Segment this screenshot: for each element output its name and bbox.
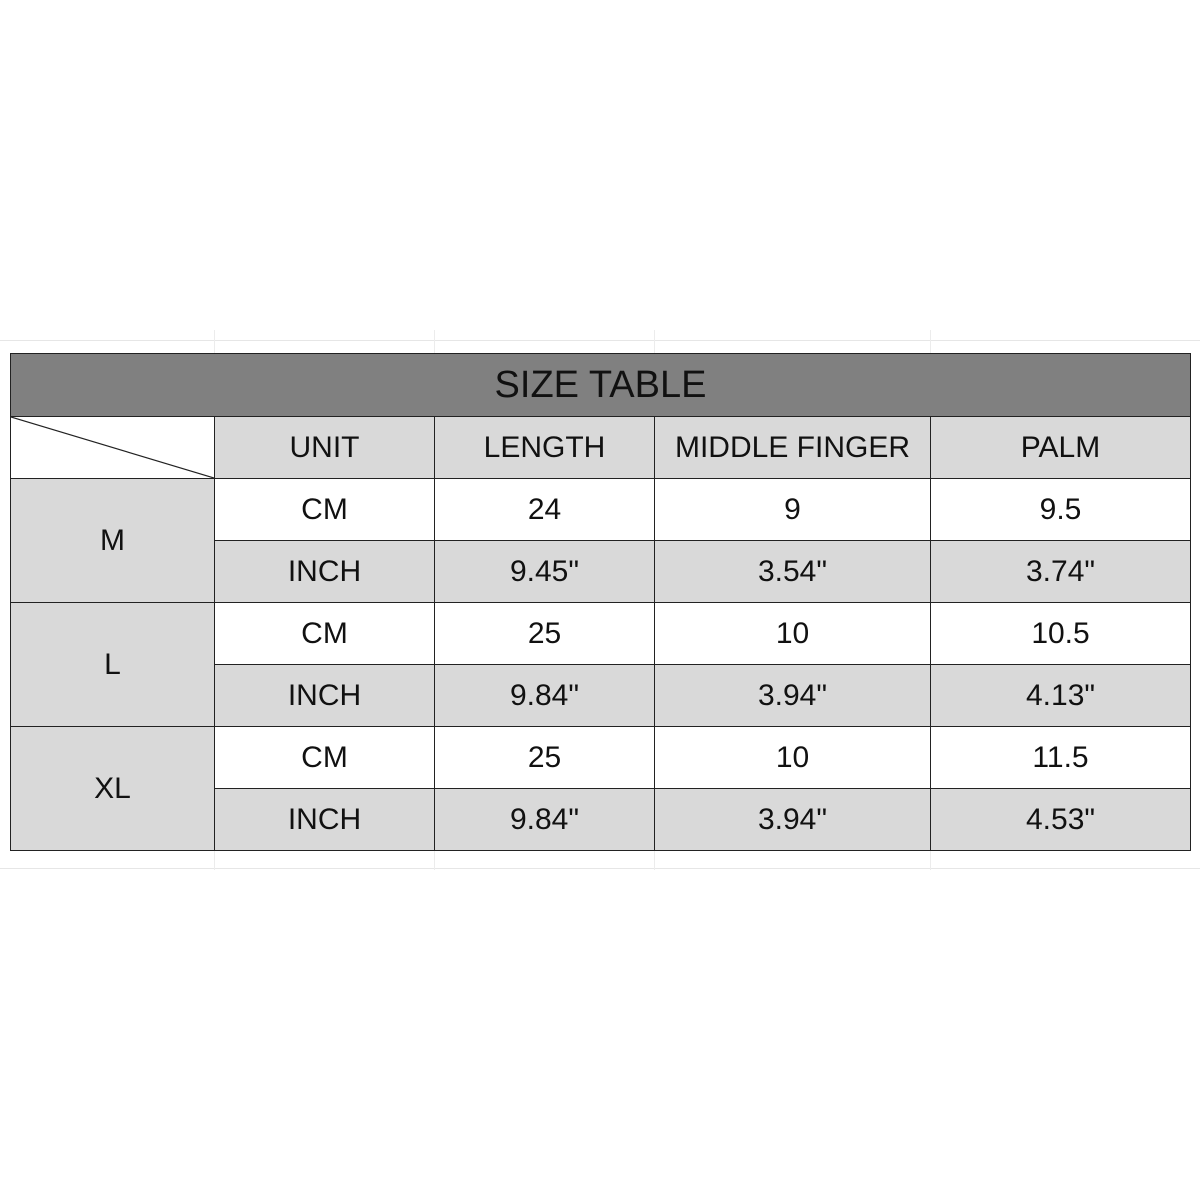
length-cell: 25: [434, 726, 655, 789]
table-row: M CM 24 9 9.5: [10, 478, 1192, 603]
table-row: XL CM 25 10 11.5: [10, 726, 1192, 851]
palm-cell: 4.53": [929, 788, 1192, 851]
palm-cell: 10.5: [929, 602, 1192, 665]
palm-cell: 4.13": [929, 664, 1192, 727]
size-table: SIZE TABLE UNIT LENGTH MIDDLE FINGER PAL…: [9, 353, 1192, 851]
middle-finger-cell: 10: [654, 602, 931, 665]
unit-cell: CM: [214, 602, 435, 665]
palm-cell: 9.5: [929, 478, 1192, 541]
size-label: L: [10, 602, 215, 727]
diagonal-corner-cell: [10, 416, 215, 479]
sheet-gridline: [0, 340, 1200, 341]
middle-finger-cell: 3.54": [654, 540, 931, 603]
unit-cell: INCH: [214, 664, 435, 727]
middle-finger-cell: 9: [654, 478, 931, 541]
header-palm: PALM: [929, 416, 1192, 479]
middle-finger-cell: 3.94": [654, 788, 931, 851]
unit-cell: INCH: [214, 788, 435, 851]
table-row: INCH 9.45" 3.54" 3.74": [11, 540, 1192, 603]
sheet-gridline: [0, 868, 1200, 869]
unit-cell: CM: [214, 478, 435, 541]
unit-cell: INCH: [214, 540, 435, 603]
header-unit: UNIT: [214, 416, 435, 479]
size-label: XL: [10, 726, 215, 851]
middle-finger-cell: 3.94": [654, 664, 931, 727]
length-cell: 25: [434, 602, 655, 665]
length-cell: 9.45": [434, 540, 655, 603]
table-row: INCH 9.84" 3.94" 4.13": [11, 664, 1192, 727]
table-row: L CM 25 10 10.5: [10, 602, 1192, 727]
palm-cell: 11.5: [929, 726, 1192, 789]
length-cell: 9.84": [434, 664, 655, 727]
header-middle-finger: MIDDLE FINGER: [654, 416, 931, 479]
table-title: SIZE TABLE: [9, 353, 1192, 417]
unit-cell: CM: [214, 726, 435, 789]
size-label: M: [10, 478, 215, 603]
header-row: UNIT LENGTH MIDDLE FINGER PALM: [10, 416, 1192, 479]
table-row: INCH 9.84" 3.94" 4.53": [11, 788, 1192, 851]
length-cell: 24: [434, 478, 655, 541]
length-cell: 9.84": [434, 788, 655, 851]
header-length: LENGTH: [434, 416, 655, 479]
middle-finger-cell: 10: [654, 726, 931, 789]
palm-cell: 3.74": [929, 540, 1192, 603]
